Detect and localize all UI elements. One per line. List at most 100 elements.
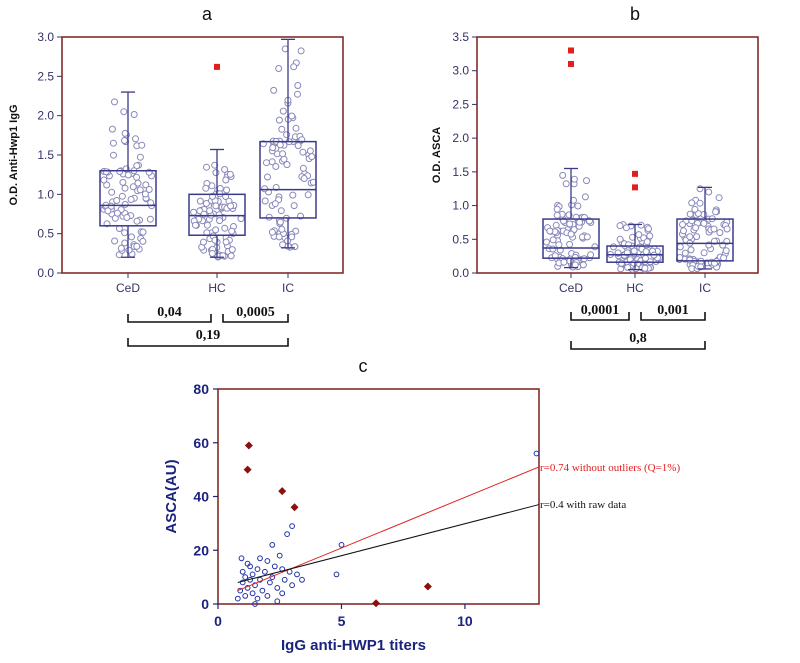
outlier-point xyxy=(568,47,574,54)
significance-bracket xyxy=(222,314,289,323)
data-point xyxy=(264,173,271,181)
data-point xyxy=(146,215,154,223)
data-point xyxy=(121,229,129,237)
data-point xyxy=(228,227,236,235)
data-point xyxy=(289,191,297,199)
data-point xyxy=(289,523,296,529)
data-point xyxy=(299,148,307,156)
y-tick-label: 2.5 xyxy=(37,69,54,83)
significance-bracket xyxy=(570,312,630,321)
outlier-point xyxy=(632,170,638,177)
data-point xyxy=(630,247,638,255)
data-point xyxy=(139,237,147,245)
data-point xyxy=(123,214,131,221)
data-point xyxy=(622,224,630,232)
data-point xyxy=(269,542,276,548)
y-tick-label: 80 xyxy=(193,381,209,397)
data-point xyxy=(278,225,286,233)
data-point xyxy=(686,233,694,241)
data-point xyxy=(127,196,135,203)
data-point xyxy=(221,224,229,232)
data-point xyxy=(247,563,254,570)
data-point xyxy=(102,168,110,176)
data-point xyxy=(676,243,684,251)
y-tick-label: 3.0 xyxy=(452,64,469,78)
data-point xyxy=(642,254,649,262)
data-point xyxy=(117,244,125,252)
data-point xyxy=(642,248,650,256)
data-point xyxy=(297,47,305,55)
data-point xyxy=(142,181,150,189)
data-point xyxy=(118,192,126,200)
data-point xyxy=(300,175,308,182)
y-tick-label: 3.0 xyxy=(37,30,54,44)
data-point xyxy=(242,593,249,599)
data-point xyxy=(696,185,704,193)
data-point xyxy=(692,224,700,232)
data-point xyxy=(276,218,284,226)
p-value-label: 0,0001 xyxy=(581,303,620,318)
data-point xyxy=(687,246,695,254)
x-tick-label: 5 xyxy=(338,613,346,629)
data-point xyxy=(292,124,300,132)
box-HC xyxy=(188,193,246,236)
data-point xyxy=(252,582,258,589)
data-point xyxy=(679,221,686,228)
data-point xyxy=(625,241,632,249)
data-point xyxy=(583,177,590,185)
data-point xyxy=(700,249,708,257)
data-point xyxy=(618,259,625,267)
data-point xyxy=(288,112,296,120)
data-point xyxy=(259,587,266,594)
data-point xyxy=(610,243,617,251)
fit-label-without-outliers: r=0.74 without outliers (Q=1%) xyxy=(540,462,680,474)
panel-label-a: a xyxy=(202,4,213,24)
x-tick-label-HC: HC xyxy=(626,281,644,295)
data-point xyxy=(254,595,261,602)
data-point xyxy=(279,590,286,597)
data-point xyxy=(691,205,699,213)
data-point xyxy=(710,225,718,233)
data-point xyxy=(212,226,220,234)
data-point xyxy=(555,241,563,249)
data-point xyxy=(121,200,129,208)
data-point xyxy=(274,598,281,605)
data-point xyxy=(136,153,144,161)
data-point xyxy=(249,571,256,578)
data-point xyxy=(145,186,153,193)
y-tick-label: 2.5 xyxy=(452,97,469,111)
data-point xyxy=(559,171,567,179)
data-point xyxy=(242,574,249,580)
data-point xyxy=(108,188,116,196)
data-point xyxy=(249,590,256,597)
y-axis-label: ASCA(AU) xyxy=(163,459,180,533)
data-point xyxy=(288,233,296,241)
data-point xyxy=(133,173,141,181)
p-value-label: 0,19 xyxy=(196,328,221,343)
box-CeD xyxy=(99,169,157,227)
data-point xyxy=(294,142,302,150)
data-point xyxy=(264,593,271,599)
data-point xyxy=(196,197,204,205)
data-point xyxy=(553,205,561,213)
y-tick-label: 20 xyxy=(193,542,209,558)
data-point xyxy=(203,221,211,229)
data-point xyxy=(208,250,216,257)
data-point xyxy=(723,225,731,233)
data-point xyxy=(281,45,289,53)
data-point xyxy=(616,222,624,230)
data-point xyxy=(562,180,570,188)
data-point xyxy=(700,219,708,227)
data-point xyxy=(269,144,277,152)
data-point xyxy=(696,199,704,207)
data-point xyxy=(567,230,575,238)
data-point xyxy=(211,161,219,169)
data-point xyxy=(308,153,316,161)
data-point xyxy=(294,90,301,98)
data-point xyxy=(553,211,561,219)
data-point xyxy=(121,137,128,144)
x-tick-label-CeD: CeD xyxy=(559,281,583,295)
data-point xyxy=(222,176,230,184)
data-point xyxy=(202,184,210,192)
data-point xyxy=(272,163,280,170)
